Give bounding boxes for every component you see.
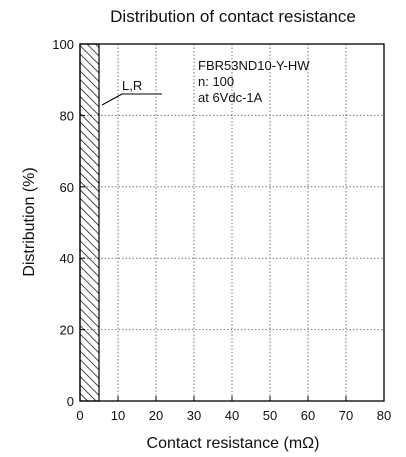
x-tick-label: 70 — [339, 408, 353, 423]
x-tick-label: 30 — [187, 408, 201, 423]
y-tick-label: 40 — [60, 251, 74, 266]
ticks: 0 10 20 30 40 50 60 70 80 0 20 40 60 80 100 — [52, 37, 391, 423]
y-tick-label: 100 — [52, 37, 74, 52]
annotation-condition: at 6Vdc-1A — [198, 90, 263, 105]
x-tick-label: 20 — [149, 408, 163, 423]
y-tick-label: 20 — [60, 323, 74, 338]
grid — [80, 44, 384, 401]
y-tick-label: 80 — [60, 108, 74, 123]
x-tick-label: 50 — [263, 408, 277, 423]
x-axis-label: Contact resistance (mΩ) — [147, 435, 320, 452]
chart-title: Distribution of contact resistance — [110, 7, 356, 26]
y-tick-label: 0 — [67, 394, 74, 409]
y-axis-label: Distribution (%) — [21, 167, 38, 276]
y-tick-label: 60 — [60, 180, 74, 195]
x-tick-label: 10 — [111, 408, 125, 423]
x-tick-label: 40 — [225, 408, 239, 423]
series-label: L,R — [122, 78, 142, 93]
series-label-leader-diagonal — [101, 93, 123, 106]
x-tick-label: 0 — [76, 408, 83, 423]
annotation-part-number: FBR53ND10-Y-HW — [198, 58, 310, 73]
hatched-bar — [79, 43, 100, 402]
bars — [79, 43, 100, 402]
annotation-sample-count: n: 100 — [198, 74, 234, 89]
x-tick-label: 80 — [377, 408, 391, 423]
x-tick-label: 60 — [301, 408, 315, 423]
